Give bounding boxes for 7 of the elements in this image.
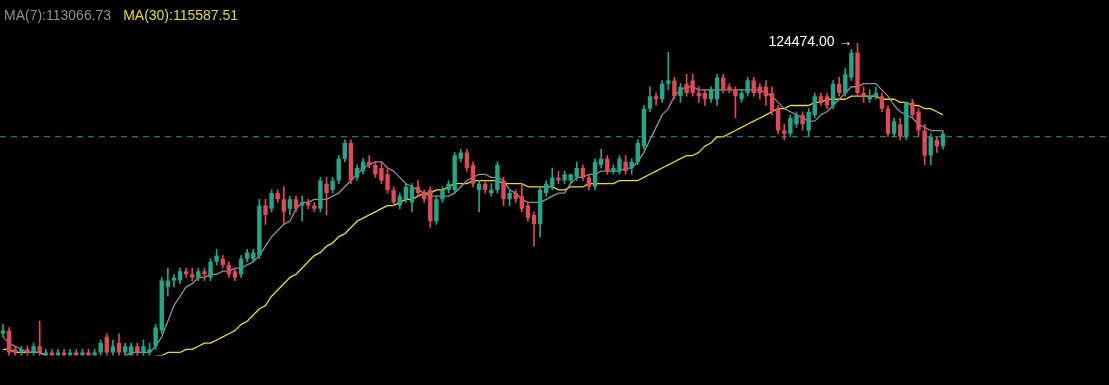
candlestick xyxy=(299,195,305,222)
text: MA(30):115587.51 xyxy=(123,6,239,23)
candlestick xyxy=(666,52,671,91)
candlestick xyxy=(37,320,42,356)
annotation: 124474.00 → xyxy=(768,32,853,49)
candlestick xyxy=(489,183,494,197)
text: MA(7):113066.73 xyxy=(4,6,112,23)
